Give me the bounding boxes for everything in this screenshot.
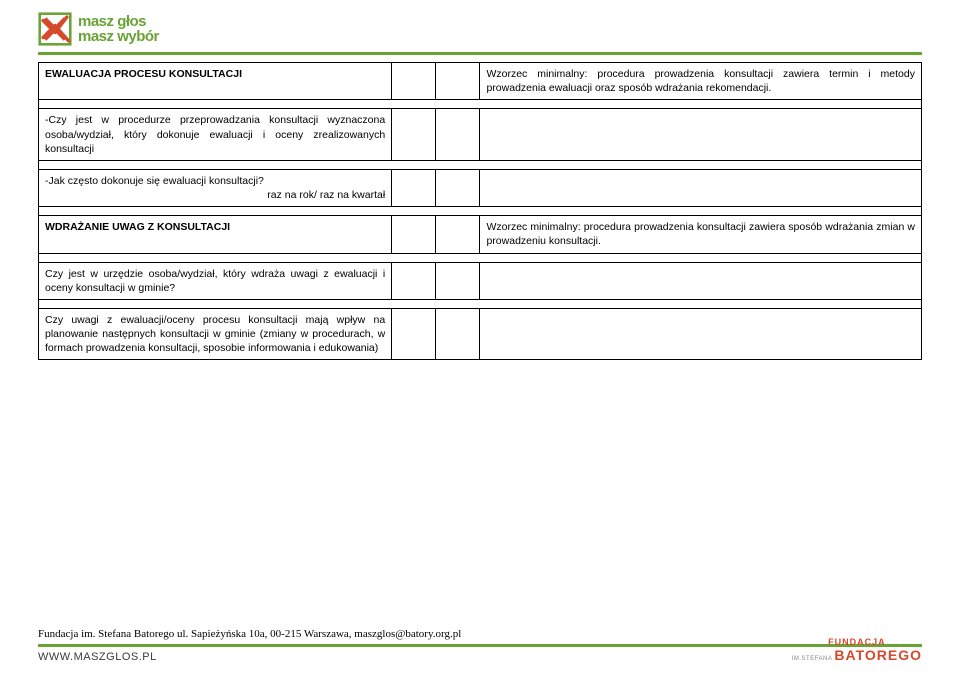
fundacja-label: FUNDACJA <box>792 637 922 647</box>
logo-text: masz głos masz wybór <box>78 14 159 44</box>
footer: Fundacja im. Stefana Batorego ul. Sapież… <box>38 628 922 663</box>
fundacja-logo: FUNDACJA IM.STEFANA BATOREGO <box>792 637 922 663</box>
header-bar <box>38 52 922 55</box>
table-row: WDRAŻANIE UWAG Z KONSULTACJI Wzorzec mini… <box>39 216 922 253</box>
evaluation-table: EWALUACJA PROCESU KONSULTACJI Wzorzec min… <box>38 62 922 360</box>
footer-url: WWW.MASZGLOS.PL <box>38 651 157 663</box>
row-col2 <box>392 262 436 299</box>
row-col3 <box>436 109 480 161</box>
row-right: Wzorzec minimalny: procedura prowadzenia… <box>480 216 922 253</box>
header-logo: masz głos masz wybór <box>38 12 159 46</box>
table-row: Czy uwagi z ewaluacji/oceny procesu kons… <box>39 308 922 360</box>
row-col3 <box>436 216 480 253</box>
row-right: Wzorzec minimalny: procedura prowadzenia… <box>480 63 922 100</box>
footer-address: Fundacja im. Stefana Batorego ul. Sapież… <box>38 628 922 640</box>
row-col2 <box>392 216 436 253</box>
logo-line2: masz wybór <box>78 29 159 44</box>
row-col2 <box>392 169 436 206</box>
table-row: EWALUACJA PROCESU KONSULTACJI Wzorzec min… <box>39 63 922 100</box>
stefana-text: IM.STEFANA <box>792 656 833 662</box>
row-description: WDRAŻANIE UWAG Z KONSULTACJI <box>39 216 392 253</box>
row-col3 <box>436 262 480 299</box>
row-col2 <box>392 63 436 100</box>
table-row: Czy jest w urzędzie osoba/wydział, który… <box>39 262 922 299</box>
row-right <box>480 169 922 206</box>
row-right <box>480 308 922 360</box>
row-description: Czy uwagi z ewaluacji/oceny procesu kons… <box>39 308 392 360</box>
table-row: -Czy jest w procedurze przeprowadzania k… <box>39 109 922 161</box>
row-col3 <box>436 169 480 206</box>
row-col3 <box>436 63 480 100</box>
logo-line1: masz głos <box>78 14 159 29</box>
row-col2 <box>392 308 436 360</box>
row-description: -Czy jest w procedurze przeprowadzania k… <box>39 109 392 161</box>
table-row: -Jak często dokonuje się ewaluacji konsu… <box>39 169 922 206</box>
row-right <box>480 109 922 161</box>
row-description: Czy jest w urzędzie osoba/wydział, który… <box>39 262 392 299</box>
row-description: EWALUACJA PROCESU KONSULTACJI <box>39 63 392 100</box>
row-description: -Jak często dokonuje się ewaluacji konsu… <box>39 169 392 206</box>
content-area: EWALUACJA PROCESU KONSULTACJI Wzorzec min… <box>38 62 922 360</box>
row-col2 <box>392 109 436 161</box>
row-right <box>480 262 922 299</box>
row-col3 <box>436 308 480 360</box>
logo-x-icon <box>38 12 72 46</box>
footer-bar <box>38 644 922 647</box>
batorego-label: BATOREGO <box>834 647 922 663</box>
